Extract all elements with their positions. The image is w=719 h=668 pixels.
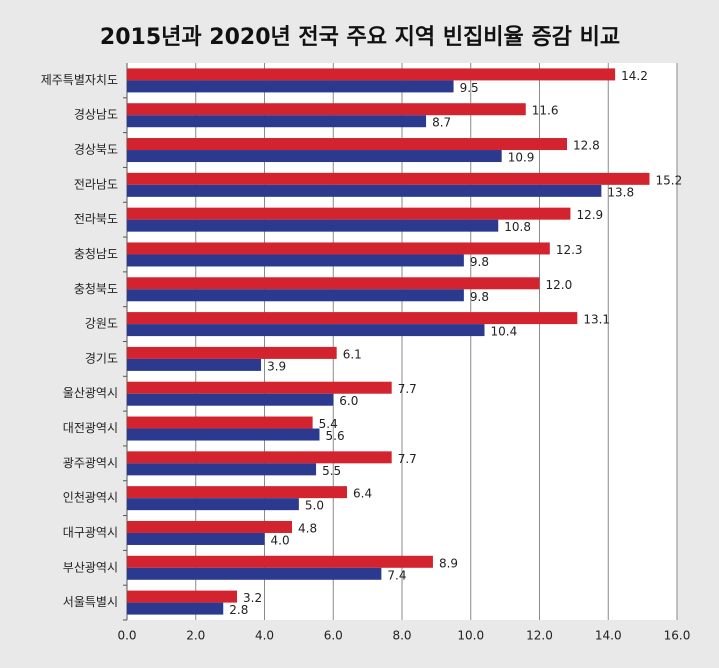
- bar: [127, 346, 337, 359]
- bar: [127, 567, 382, 580]
- bar: [127, 219, 499, 232]
- y-tick-label: 서울특별시: [63, 595, 118, 609]
- y-tick-label: 강원도: [85, 317, 118, 331]
- value-label: 12.9: [576, 208, 603, 222]
- value-label: 12.8: [573, 139, 600, 153]
- bar: [127, 207, 571, 220]
- chart-title: 2015년과 2020년 전국 주요 지역 빈집비율 증감 비교: [100, 25, 620, 50]
- value-label: 3.9: [267, 359, 286, 373]
- y-tick-label: 대전광역시: [63, 421, 118, 435]
- y-tick-label: 울산광역시: [63, 386, 118, 400]
- value-label: 6.0: [339, 394, 358, 408]
- value-label: 5.0: [305, 499, 324, 513]
- bar: [127, 172, 650, 185]
- value-label: 9.8: [470, 255, 489, 269]
- value-label: 3.2: [243, 591, 262, 605]
- bar: [127, 312, 578, 325]
- y-tick-label: 전라북도: [74, 212, 118, 226]
- value-label: 12.3: [556, 243, 583, 257]
- bar: [127, 254, 464, 267]
- value-label: 6.1: [343, 347, 362, 361]
- x-tick-label: 4.0: [255, 629, 274, 643]
- y-tick-label: 충청남도: [74, 247, 118, 261]
- value-label: 12.0: [546, 278, 573, 292]
- bar: [127, 289, 464, 302]
- y-tick-label: 제주특별자치도: [41, 73, 118, 87]
- value-label: 7.7: [398, 382, 417, 396]
- bar: [127, 416, 313, 429]
- x-tick-label: 2.0: [186, 629, 205, 643]
- value-label: 7.4: [387, 568, 406, 582]
- bar: [127, 393, 334, 406]
- value-label: 10.9: [508, 151, 535, 165]
- x-tick-label: 14.0: [595, 629, 622, 643]
- value-label: 5.6: [326, 429, 345, 443]
- value-label: 10.4: [491, 325, 518, 339]
- y-tick-label: 경기도: [85, 351, 118, 365]
- value-label: 5.4: [319, 417, 338, 431]
- value-label: 9.5: [460, 81, 479, 95]
- bar: [127, 520, 292, 533]
- bar: [127, 428, 320, 441]
- x-tick-label: 12.0: [526, 629, 553, 643]
- bar: [127, 590, 237, 603]
- bar: [127, 68, 616, 81]
- y-tick-label: 충청북도: [74, 282, 118, 296]
- value-label: 8.9: [439, 556, 458, 570]
- value-label: 14.2: [621, 69, 648, 83]
- bar: [127, 358, 262, 371]
- x-tick-label: 8.0: [392, 629, 411, 643]
- bar: [127, 486, 347, 499]
- value-label: 2.8: [229, 603, 248, 617]
- bar: [127, 138, 567, 151]
- bar: [127, 463, 317, 476]
- bar: [127, 602, 224, 615]
- value-label: 6.4: [353, 487, 372, 501]
- bar: [127, 451, 392, 464]
- value-label: 15.2: [656, 173, 683, 187]
- value-label: 11.6: [532, 104, 559, 118]
- bar: [127, 532, 265, 545]
- value-label: 13.1: [583, 313, 610, 327]
- x-tick-label: 0.0: [117, 629, 136, 643]
- value-label: 13.8: [607, 185, 634, 199]
- bar: [127, 80, 454, 93]
- x-tick-label: 16.0: [664, 629, 691, 643]
- value-label: 5.5: [322, 464, 341, 478]
- y-tick-label: 경상북도: [74, 143, 118, 157]
- bar: [127, 498, 299, 511]
- bar: [127, 150, 502, 163]
- bar: [127, 184, 602, 197]
- value-label: 7.7: [398, 452, 417, 466]
- y-tick-label: 인천광역시: [63, 490, 118, 505]
- bar: [127, 277, 540, 290]
- bar: [127, 555, 433, 568]
- bar: [127, 242, 550, 255]
- value-label: 4.0: [271, 533, 290, 547]
- bar: [127, 324, 485, 337]
- bar: [127, 381, 392, 394]
- x-tick-label: 6.0: [324, 629, 343, 643]
- y-tick-label: 광주광역시: [63, 456, 118, 470]
- x-tick-label: 10.0: [457, 629, 484, 643]
- value-label: 9.8: [470, 290, 489, 304]
- value-label: 10.8: [504, 220, 531, 234]
- y-tick-label: 부산광역시: [63, 560, 118, 574]
- y-tick-label: 대구광역시: [63, 525, 118, 539]
- y-tick-label: 전라남도: [74, 177, 118, 191]
- y-tick-label: 경상남도: [74, 108, 118, 122]
- bar: [127, 115, 427, 128]
- value-label: 4.8: [298, 521, 317, 535]
- bar: [127, 103, 526, 116]
- value-label: 8.7: [432, 116, 451, 130]
